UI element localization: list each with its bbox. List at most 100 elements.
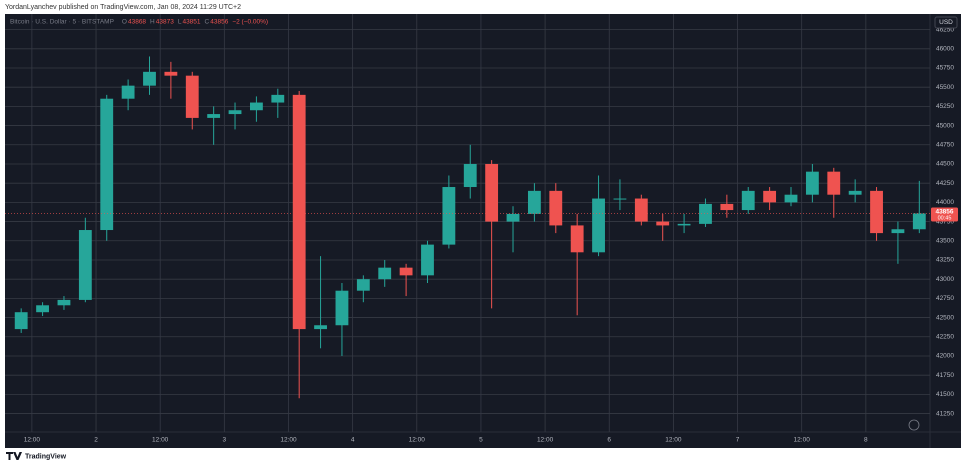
legend-value: 43868 bbox=[128, 19, 146, 26]
candle-body bbox=[570, 225, 584, 253]
x-tick-label: 12:00 bbox=[24, 437, 41, 444]
candle-body bbox=[912, 213, 926, 230]
candle-body bbox=[57, 299, 71, 306]
candle-body bbox=[592, 198, 605, 253]
grid bbox=[5, 14, 930, 432]
y-tick-label: 41500 bbox=[936, 391, 954, 398]
candle-body bbox=[442, 187, 456, 245]
candle-body bbox=[228, 110, 242, 115]
candle-body bbox=[656, 221, 670, 226]
y-tick-label: 46250 bbox=[936, 26, 954, 33]
candle-body bbox=[848, 190, 862, 195]
candle-body bbox=[249, 102, 263, 111]
candle-body bbox=[314, 325, 327, 330]
y-tick-label: 44750 bbox=[936, 142, 954, 149]
symbol: Bitcoin · U.S. Dollar · 5 · BITSTAMP bbox=[10, 19, 114, 26]
x-tick-label: 12:00 bbox=[537, 437, 554, 444]
y-tick-label: 44250 bbox=[936, 180, 954, 187]
legend-value: 43851 bbox=[182, 19, 200, 26]
candle-body bbox=[549, 190, 563, 226]
legend-key: C bbox=[205, 19, 210, 26]
candle-body bbox=[292, 94, 306, 330]
candle-body bbox=[421, 244, 434, 276]
countdown-label: 00:45 bbox=[938, 215, 952, 221]
y-tick-label: 45500 bbox=[936, 84, 954, 91]
candle-body bbox=[720, 203, 734, 211]
legend-key: L bbox=[178, 19, 182, 26]
brand-logo bbox=[6, 452, 22, 460]
y-tick-label: 43000 bbox=[936, 276, 954, 283]
x-tick-label: 4 bbox=[351, 437, 355, 444]
currency[interactable]: USD bbox=[939, 19, 953, 26]
x-tick-label: 12:00 bbox=[152, 437, 169, 444]
candle-body bbox=[485, 163, 499, 222]
x-tick-label: 2 bbox=[94, 437, 98, 444]
y-tick-label: 43250 bbox=[936, 257, 954, 264]
candle-body bbox=[378, 267, 392, 280]
candle-body bbox=[763, 190, 777, 203]
legend-value: 43856 bbox=[210, 19, 228, 26]
candle-body bbox=[143, 71, 156, 86]
y-tick-label: 41250 bbox=[936, 410, 954, 417]
candle-body bbox=[784, 194, 798, 203]
y-tick-label: 45750 bbox=[936, 65, 954, 72]
brand: TradingView bbox=[25, 453, 67, 460]
publish-header: YordanLyanchev published on TradingView.… bbox=[5, 4, 241, 11]
legend: Bitcoin · U.S. Dollar · 5 · BITSTAMP O 43… bbox=[10, 19, 268, 26]
candle-body bbox=[870, 190, 883, 234]
y-tick-label: 44000 bbox=[936, 199, 954, 206]
candle-body bbox=[36, 305, 49, 313]
candle-body bbox=[399, 267, 413, 276]
candle-body bbox=[805, 171, 819, 195]
candle-body bbox=[527, 190, 541, 214]
candle-body bbox=[634, 198, 648, 222]
x-tick-label: 12:00 bbox=[280, 437, 297, 444]
candle-body bbox=[207, 114, 221, 118]
legend-key: O bbox=[122, 19, 127, 26]
candle-body bbox=[100, 98, 114, 231]
candle-body bbox=[185, 75, 199, 118]
y-tick-label: 42000 bbox=[936, 353, 954, 360]
y-tick-label: 41750 bbox=[936, 372, 954, 379]
legend-key: H bbox=[150, 19, 155, 26]
last-price-marker bbox=[931, 207, 958, 222]
last-price-label: 43856 bbox=[935, 209, 953, 216]
y-tick-label: 46000 bbox=[936, 46, 954, 53]
x-tick-label: 3 bbox=[223, 437, 227, 444]
candle-body bbox=[827, 171, 841, 195]
candle-body bbox=[78, 230, 92, 300]
y-tick-label: 42500 bbox=[936, 314, 954, 321]
candle-body bbox=[741, 190, 755, 211]
candle-body bbox=[335, 290, 349, 326]
candles bbox=[5, 56, 930, 399]
x-tick-label: 12:00 bbox=[665, 437, 682, 444]
candle-body bbox=[613, 198, 627, 200]
settings-icon[interactable] bbox=[908, 419, 920, 431]
y-tick-label: 43750 bbox=[936, 218, 954, 225]
candle-body bbox=[506, 213, 520, 222]
y-tick-label: 42250 bbox=[936, 333, 954, 340]
x-tick-label: 12:00 bbox=[409, 437, 426, 444]
candle-body bbox=[677, 223, 691, 226]
y-tick-label: 45250 bbox=[936, 103, 954, 110]
legend-change: −2 (−0.00%) bbox=[232, 19, 268, 26]
candle-body bbox=[699, 203, 712, 224]
x-tick-label: 12:00 bbox=[794, 437, 811, 444]
candle-body bbox=[356, 279, 370, 291]
x-tick-label: 5 bbox=[479, 437, 483, 444]
candle-body bbox=[164, 71, 178, 76]
candle-body bbox=[121, 85, 135, 99]
x-tick-label: 8 bbox=[864, 437, 868, 444]
x-tick-label: 7 bbox=[736, 437, 740, 444]
candle-body bbox=[463, 163, 477, 188]
y-tick-label: 42750 bbox=[936, 295, 954, 302]
x-tick-label: 6 bbox=[607, 437, 611, 444]
currency-button[interactable] bbox=[934, 16, 958, 29]
y-tick-label: 43500 bbox=[936, 237, 954, 244]
y-tick-label: 44500 bbox=[936, 161, 954, 168]
axes: 41250 41500 41750 42000 42250 42500 42750 43000… bbox=[24, 26, 958, 444]
legend-value: 43873 bbox=[156, 19, 174, 26]
candle-body bbox=[271, 94, 285, 103]
candle-body bbox=[14, 312, 28, 330]
